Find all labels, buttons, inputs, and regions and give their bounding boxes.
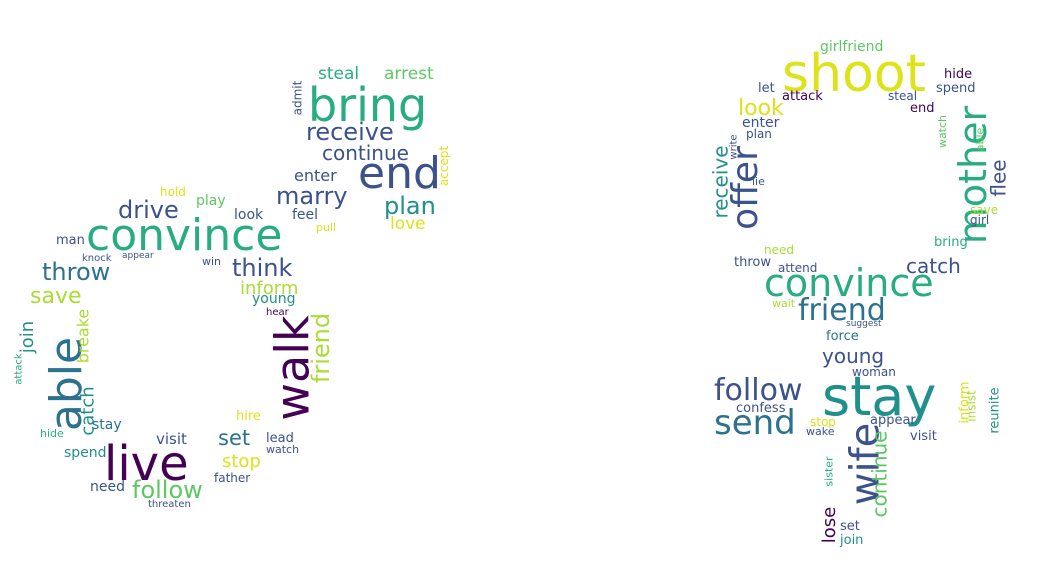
word: look	[738, 96, 784, 121]
word: need	[90, 479, 125, 495]
word: able	[973, 127, 987, 152]
word: watch	[266, 443, 300, 456]
word: throw	[42, 258, 111, 286]
word: look	[234, 207, 264, 223]
word: appear	[122, 251, 154, 261]
word: write	[728, 134, 740, 160]
word: plan	[746, 127, 772, 141]
word: attack	[13, 353, 25, 385]
word: wake	[806, 425, 835, 438]
word: drive	[118, 196, 179, 224]
word: stop	[222, 451, 261, 472]
word: set	[218, 426, 251, 450]
word: stop	[810, 415, 836, 429]
word: reunite	[987, 387, 1003, 434]
word: enter	[742, 115, 780, 131]
word: girl	[970, 213, 990, 227]
word: plan	[384, 192, 436, 220]
word: young	[252, 291, 296, 307]
word: let	[758, 81, 775, 96]
word: attack	[782, 89, 823, 104]
word: wait	[772, 297, 796, 310]
word: lie	[752, 175, 765, 188]
word: convince	[86, 210, 283, 261]
word: marry	[276, 182, 348, 210]
word: save	[30, 284, 82, 309]
word: young	[822, 344, 885, 368]
word: join	[840, 533, 864, 548]
word: hear	[266, 307, 289, 318]
word: force	[826, 329, 859, 344]
word: love	[390, 214, 426, 234]
word: inform	[240, 278, 299, 299]
word: follow	[132, 476, 203, 504]
word: send	[714, 403, 796, 443]
word: end	[910, 101, 935, 116]
word: feel	[292, 207, 319, 223]
word: enter	[294, 166, 337, 185]
word: bring	[934, 235, 968, 250]
word: set	[840, 519, 860, 534]
word: stay	[822, 365, 937, 428]
word: hide	[40, 427, 64, 440]
word: steal	[888, 89, 918, 103]
word: flee	[986, 159, 1011, 197]
word: arrest	[384, 64, 434, 84]
word: woman	[852, 365, 896, 379]
word: attend	[778, 261, 818, 275]
male-symbol-word-cloud: bring end convince walk live able receiv…	[13, 64, 452, 510]
word: end	[358, 148, 441, 199]
word: watch	[936, 114, 950, 149]
word: convince	[764, 261, 934, 305]
word: suggest	[846, 319, 882, 329]
word: hold	[160, 185, 186, 199]
word: threaten	[148, 499, 191, 510]
word: catch	[906, 254, 961, 278]
word: knock	[82, 253, 112, 264]
word: pull	[316, 221, 337, 234]
word: win	[202, 255, 222, 268]
word: sister	[822, 456, 836, 487]
word: lead	[266, 431, 294, 446]
word: spend	[936, 81, 976, 96]
word: admit	[290, 80, 305, 116]
word: shoot	[782, 44, 927, 104]
word: friend	[798, 293, 886, 328]
word: receive	[306, 118, 394, 146]
word: continue	[322, 141, 409, 165]
word: girlfriend	[820, 39, 884, 55]
word: visit	[910, 429, 937, 444]
word: need	[764, 243, 794, 257]
word: continue	[867, 430, 892, 518]
word: join	[17, 320, 39, 354]
word: breake	[73, 308, 93, 364]
word: confess	[736, 401, 786, 416]
word: man	[56, 233, 85, 248]
word: receive	[708, 145, 733, 219]
word: hide	[944, 67, 973, 82]
word: follow	[714, 373, 803, 408]
word: friend	[307, 312, 336, 384]
word: steal	[318, 64, 360, 84]
word: save	[970, 203, 999, 217]
word: live	[104, 436, 189, 492]
word: insist	[964, 390, 979, 422]
word: father	[214, 471, 251, 485]
word: think	[232, 254, 293, 282]
word: appear	[870, 413, 916, 428]
word: throw	[734, 255, 771, 270]
word: accept	[437, 145, 452, 187]
word: hire	[236, 409, 261, 424]
word: spend	[64, 445, 107, 461]
female-symbol-word-cloud: shoot girlfriend offer mother convince f…	[520, 0, 1040, 584]
word: play	[196, 193, 226, 209]
word: bring	[308, 78, 428, 132]
word: visit	[156, 430, 187, 448]
word: stay	[92, 417, 122, 433]
word: lose	[819, 506, 841, 544]
